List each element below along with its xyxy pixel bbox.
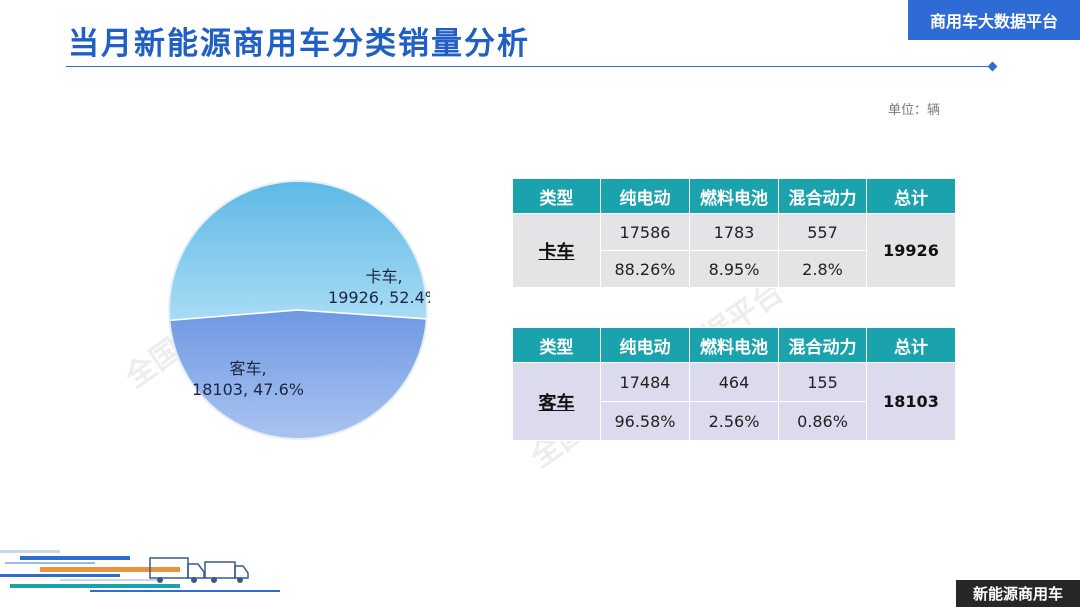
title-underline xyxy=(66,66,992,67)
count-fuel-cell: 464 xyxy=(689,362,779,402)
header-cell-bev: 纯电动 xyxy=(600,327,690,363)
unit-label: 单位：辆 xyxy=(888,103,941,118)
total-bus: 18103 xyxy=(866,362,956,441)
share-hybrid: 0.86% xyxy=(778,401,867,441)
pie-label-value: 18103, 47.6% xyxy=(192,380,304,399)
row-name-truck: 卡车 xyxy=(512,213,601,288)
header-cell-hybrid: 混合动力 xyxy=(778,178,867,214)
share-bev: 96.58% xyxy=(600,401,690,441)
table-row: 卡车 17586 1783 557 19926 xyxy=(512,213,956,288)
share-hybrid: 2.8% xyxy=(778,250,867,288)
share-fuel-cell: 8.95% xyxy=(689,250,779,288)
row-name-bus: 客车 xyxy=(512,362,601,441)
share-bev: 88.26% xyxy=(600,250,690,288)
pie-slice-bus xyxy=(168,309,428,440)
count-bev: 17484 xyxy=(600,362,690,402)
pie-outline xyxy=(168,180,428,440)
header-cell-total: 总计 xyxy=(866,178,956,214)
header-cell-type: 类型 xyxy=(512,327,601,363)
header-cell-bev: 纯电动 xyxy=(600,178,690,214)
table-row: 96.58% 2.56% 0.86% xyxy=(513,401,956,441)
count-fuel-cell: 1783 xyxy=(689,213,779,251)
header-cell-hybrid: 混合动力 xyxy=(778,327,867,363)
header-cell-fuel-cell: 燃料电池 xyxy=(689,178,779,214)
truck-breakdown-table: 类型 纯电动 燃料电池 混合动力 总计 卡车 17586 1783 557 19… xyxy=(512,178,956,288)
total-truck: 19926 xyxy=(866,213,956,288)
share-fuel-cell: 2.56% xyxy=(689,401,779,441)
count-bev: 17586 xyxy=(600,213,690,251)
page-title: 当月新能源商用车分类销量分析 xyxy=(68,26,530,62)
header-cell-fuel-cell: 燃料电池 xyxy=(689,327,779,363)
table-header-row: 类型 纯电动 燃料电池 混合动力 总计 xyxy=(512,327,956,363)
count-hybrid: 155 xyxy=(778,362,867,402)
pie-label-name: 卡车, xyxy=(365,267,402,286)
truck-illustration-icon xyxy=(0,550,280,592)
header-cell-type: 类型 xyxy=(512,178,601,214)
pie-label-name: 客车, xyxy=(229,359,266,378)
count-hybrid: 557 xyxy=(778,213,867,251)
title-underline-end-marker xyxy=(987,61,998,72)
table-row: 客车 17484 464 155 18103 xyxy=(512,362,956,441)
header-cell-total: 总计 xyxy=(866,327,956,363)
platform-brand-badge: 商用车大数据平台 xyxy=(908,0,1080,40)
category-pie-chart: 卡车, 19926, 52.4% 客车, 18103, 47.6% xyxy=(168,180,430,440)
table-header-row: 类型 纯电动 燃料电池 混合动力 总计 xyxy=(512,178,956,214)
footer-brand-badge: 新能源商用车 xyxy=(956,580,1080,607)
bus-breakdown-table: 类型 纯电动 燃料电池 混合动力 总计 客车 17484 464 155 181… xyxy=(512,327,956,441)
pie-label-value: 19926, 52.4% xyxy=(328,288,430,307)
table-row: 88.26% 8.95% 2.8% xyxy=(513,250,956,288)
